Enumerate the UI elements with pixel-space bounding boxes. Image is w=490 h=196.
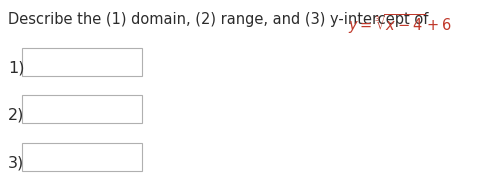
Text: 2): 2) (8, 107, 24, 122)
Bar (22, 48, 142, 76)
Bar (22, 95, 142, 123)
Text: 1): 1) (8, 60, 24, 75)
Text: $y = \sqrt[3]{x - 4} + 6$: $y = \sqrt[3]{x - 4} + 6$ (348, 12, 452, 36)
Text: Describe the (1) domain, (2) range, and (3) y-intercept of: Describe the (1) domain, (2) range, and … (8, 12, 433, 27)
Bar (22, 143, 142, 171)
Text: 3): 3) (8, 155, 24, 170)
